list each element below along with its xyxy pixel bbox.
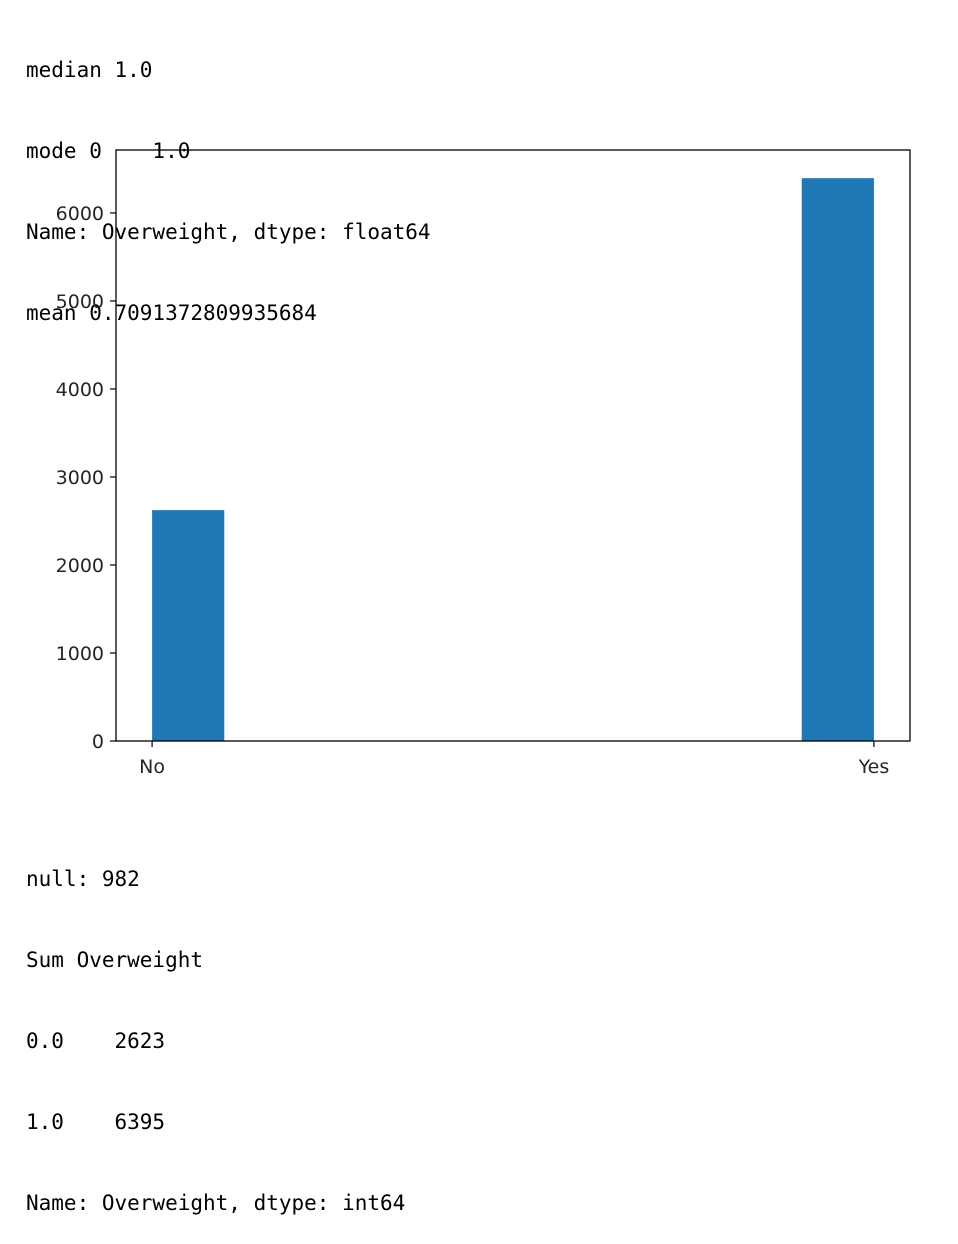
histogram-chart: 0 1000 2000 3000 4000 5000 6000 No Yes — [56, 149, 911, 778]
y-tick-label-3000: 3000 — [56, 467, 104, 489]
bar-yes — [801, 178, 874, 741]
x-tick-label-yes: Yes — [858, 756, 890, 778]
output-line-mean: mean 0.7091372809935684 — [26, 301, 317, 325]
y-tick-label-4000: 4000 — [56, 379, 104, 401]
x-tick-label-no: No — [139, 756, 165, 778]
bar-no — [152, 510, 225, 741]
y-tick-label-5000: 5000 — [56, 291, 104, 313]
output-line-mode: mode 0 1.0 — [26, 139, 191, 163]
y-tick-label-6000: 6000 — [56, 203, 104, 225]
cell-output-bottom: null: 982 Sum Overweight 0.0 2623 1.0 63… — [26, 812, 405, 1244]
y-tick-label-2000: 2000 — [56, 555, 104, 577]
output-line-median: median 1.0 — [26, 58, 153, 82]
output-line-count-no: 0.0 2623 — [26, 1029, 166, 1053]
y-tick-label-1000: 1000 — [56, 643, 104, 665]
output-line-count-yes: 1.0 6395 — [26, 1110, 166, 1134]
output-line-null-count: null: 982 — [26, 867, 140, 891]
output-line-sum-header: Sum Overweight — [26, 948, 204, 972]
output-line-name-dtype-int: Name: Overweight, dtype: int64 — [26, 1191, 406, 1215]
y-tick-label-0: 0 — [92, 731, 104, 753]
cell-output-top: median 1.0 mode 0 1.0 Name: Overweight, … — [26, 3, 431, 354]
plot-frame — [115, 149, 911, 742]
output-line-name-dtype: Name: Overweight, dtype: float64 — [26, 220, 431, 244]
